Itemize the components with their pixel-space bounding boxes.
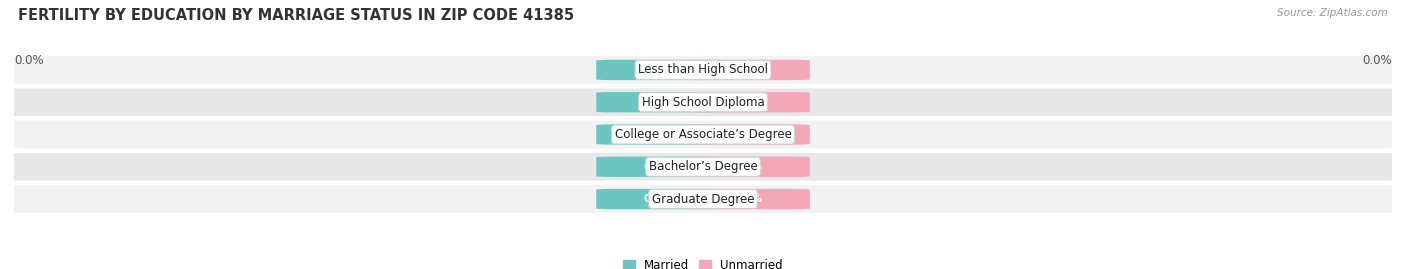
FancyBboxPatch shape (596, 92, 720, 112)
Text: 0.0%: 0.0% (644, 194, 672, 204)
Text: 0.0%: 0.0% (644, 65, 672, 75)
FancyBboxPatch shape (686, 189, 810, 209)
FancyBboxPatch shape (596, 189, 720, 209)
FancyBboxPatch shape (0, 55, 1406, 85)
Text: High School Diploma: High School Diploma (641, 96, 765, 109)
FancyBboxPatch shape (0, 87, 1406, 117)
FancyBboxPatch shape (0, 184, 1406, 214)
Text: Source: ZipAtlas.com: Source: ZipAtlas.com (1277, 8, 1388, 18)
Text: 0.0%: 0.0% (644, 129, 672, 140)
Text: Less than High School: Less than High School (638, 63, 768, 76)
Text: FERTILITY BY EDUCATION BY MARRIAGE STATUS IN ZIP CODE 41385: FERTILITY BY EDUCATION BY MARRIAGE STATU… (18, 8, 575, 23)
Text: 0.0%: 0.0% (14, 54, 44, 67)
FancyBboxPatch shape (686, 157, 810, 177)
FancyBboxPatch shape (0, 152, 1406, 182)
Text: Graduate Degree: Graduate Degree (652, 193, 754, 206)
Text: 0.0%: 0.0% (734, 194, 762, 204)
FancyBboxPatch shape (686, 60, 810, 80)
FancyBboxPatch shape (596, 124, 720, 145)
FancyBboxPatch shape (686, 124, 810, 145)
Legend: Married, Unmarried: Married, Unmarried (619, 255, 787, 269)
Text: College or Associate’s Degree: College or Associate’s Degree (614, 128, 792, 141)
Text: 0.0%: 0.0% (644, 97, 672, 107)
Text: Bachelor’s Degree: Bachelor’s Degree (648, 160, 758, 173)
Text: 0.0%: 0.0% (1362, 54, 1392, 67)
Text: 0.0%: 0.0% (734, 129, 762, 140)
FancyBboxPatch shape (596, 60, 720, 80)
Text: 0.0%: 0.0% (644, 162, 672, 172)
FancyBboxPatch shape (686, 92, 810, 112)
Text: 0.0%: 0.0% (734, 65, 762, 75)
Text: 0.0%: 0.0% (734, 162, 762, 172)
Text: 0.0%: 0.0% (734, 97, 762, 107)
FancyBboxPatch shape (0, 120, 1406, 149)
FancyBboxPatch shape (596, 157, 720, 177)
